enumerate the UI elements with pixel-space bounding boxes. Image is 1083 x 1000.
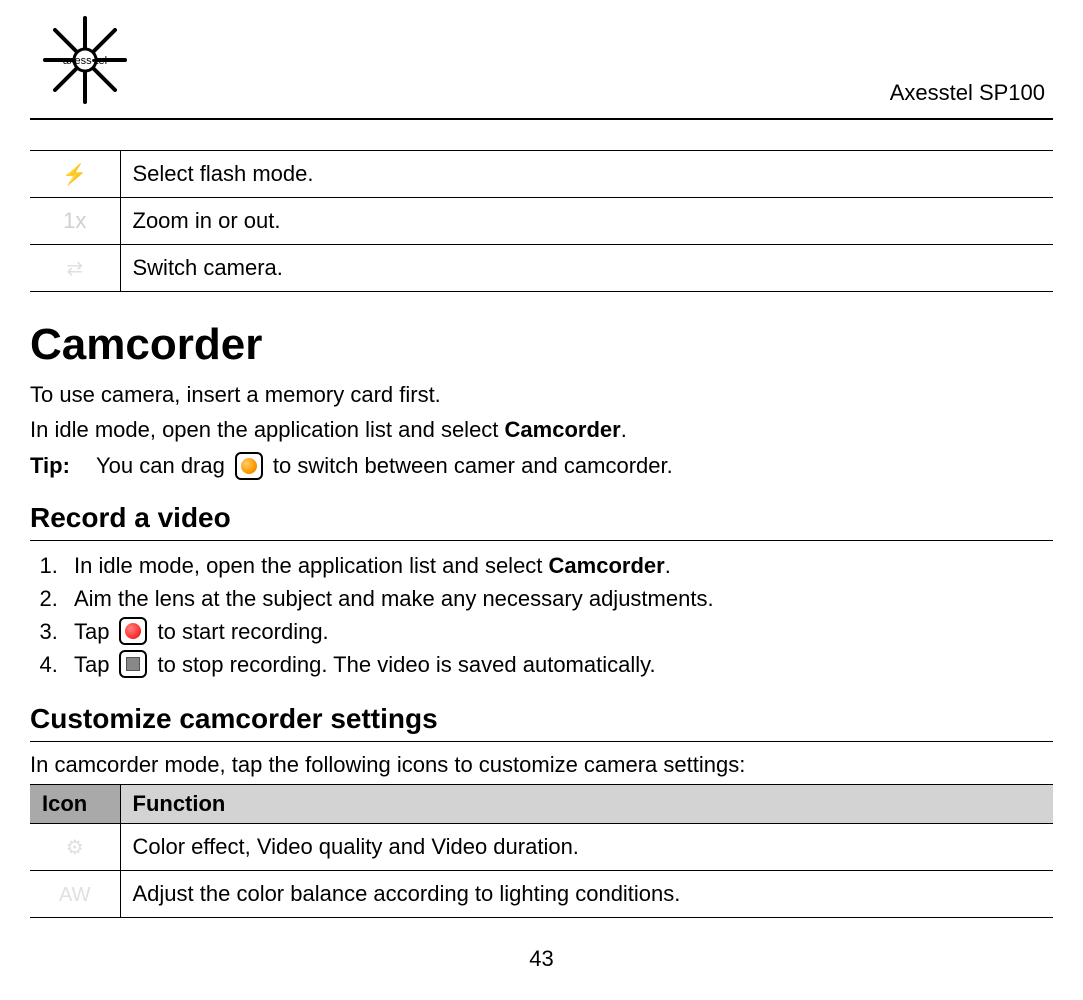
switch-toggle-icon [235,452,263,480]
header-divider [30,118,1053,120]
text-bold: Camcorder [549,553,665,578]
table-row: ⇄ Switch camera. [30,245,1053,292]
page-header: axess•tel Axesstel SP100 [30,10,1053,118]
table-cell: Color effect, Video quality and Video du… [120,824,1053,871]
record-start-icon [119,617,147,645]
list-item: Tap to start recording. [64,615,1053,648]
tip-line: Tip: You can drag to switch between came… [30,452,1053,480]
text: Aim the lens at the subject and make any… [74,586,714,611]
tip-text-post: to switch between camer and camcorder. [273,453,673,479]
tip-text-pre: You can drag [96,453,225,479]
table-row: ⚙ Color effect, Video quality and Video … [30,824,1053,871]
subsection-title-record: Record a video [30,502,1053,534]
divider [30,540,1053,541]
record-stop-icon [119,650,147,678]
zoom-icon: 1x [30,198,120,245]
white-balance-icon: AW [30,871,120,918]
brand-logo: axess•tel [30,10,140,110]
text: . [621,417,627,442]
text: to stop recording. The video is saved au… [157,648,655,681]
flash-icon: ⚡ [30,151,120,198]
list-item: Aim the lens at the subject and make any… [64,582,1053,615]
switch-camera-icon: ⇄ [30,245,120,292]
table-cell: Zoom in or out. [120,198,1053,245]
camcorder-intro-1: To use camera, insert a memory card firs… [30,380,1053,411]
camcorder-intro-2: In idle mode, open the application list … [30,415,1053,446]
record-steps: In idle mode, open the application list … [64,549,1053,681]
text: In idle mode, open the application list … [74,553,549,578]
svg-text:axess•tel: axess•tel [63,55,107,67]
product-title: Axesstel SP100 [890,80,1053,106]
text: In idle mode, open the application list … [30,417,505,442]
divider [30,741,1053,742]
subsection-title-customize: Customize camcorder settings [30,703,1053,735]
text: Tap [74,615,109,648]
camera-icons-table: ⚡ Select flash mode. 1x Zoom in or out. … [30,150,1053,292]
text-bold: Camcorder [505,417,621,442]
list-item: Tap to stop recording. The video is save… [64,648,1053,681]
settings-icon: ⚙ [30,824,120,871]
col-header-icon: Icon [30,785,120,824]
camcorder-functions-table: Icon Function ⚙ Color effect, Video qual… [30,784,1053,918]
tip-label: Tip: [30,453,80,479]
section-title-camcorder: Camcorder [30,320,1053,370]
text: . [665,553,671,578]
table-row: AW Adjust the color balance according to… [30,871,1053,918]
table-cell: Switch camera. [120,245,1053,292]
table-row: ⚡ Select flash mode. [30,151,1053,198]
customize-intro: In camcorder mode, tap the following ico… [30,750,1053,781]
text: to start recording. [157,615,328,648]
text: Tap [74,648,109,681]
table-header-row: Icon Function [30,785,1053,824]
list-item: In idle mode, open the application list … [64,549,1053,582]
page-number: 43 [30,946,1053,972]
col-header-function: Function [120,785,1053,824]
table-cell: Adjust the color balance according to li… [120,871,1053,918]
table-row: 1x Zoom in or out. [30,198,1053,245]
table-cell: Select flash mode. [120,151,1053,198]
